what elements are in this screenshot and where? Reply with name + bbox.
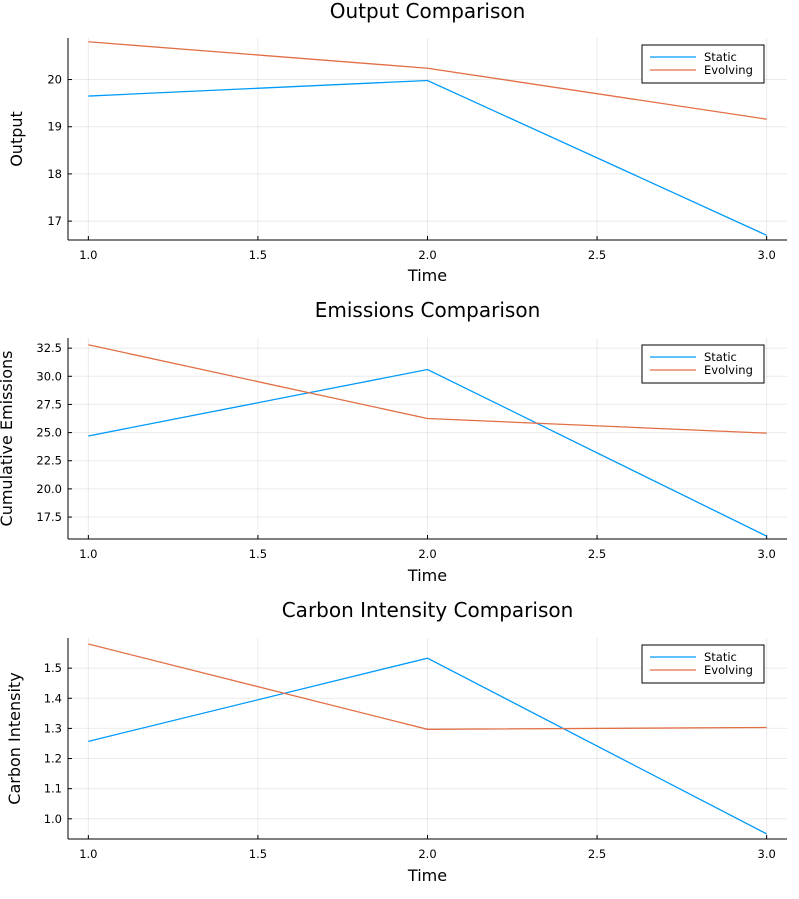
y-tick-label: 18 [47, 167, 62, 181]
x-tick-label: 2.0 [418, 847, 436, 861]
series-line-static [88, 368, 767, 537]
chart-title: Emissions Comparison [315, 298, 541, 322]
y-tick-label: 19 [47, 120, 62, 134]
legend-box [641, 344, 765, 384]
y-tick-label: 1.5 [44, 661, 62, 675]
x-tick-label: 2.5 [588, 847, 606, 861]
x-tick-label: 2.5 [588, 547, 606, 561]
chart-title: Output Comparison [330, 0, 526, 23]
x-tick-label: 3.0 [758, 248, 776, 262]
x-tick-label: 1.0 [79, 847, 97, 861]
series-line-static [88, 79, 767, 236]
legend-label: Static [704, 650, 737, 664]
x-axis-label: Time [407, 566, 447, 585]
x-tick-label: 2.0 [418, 547, 436, 561]
y-tick-label: 1.1 [44, 782, 62, 796]
y-tick-label: 32.5 [36, 341, 62, 355]
series-line-evolving [88, 344, 767, 434]
x-axis-label: Time [407, 266, 447, 285]
chart-panel-1: 1.0 1.5 2.0 2.5 3.0 17 18 19 20 Output Comparison… [7, 0, 787, 285]
y-tick-label: 20.0 [36, 482, 62, 496]
y-axis-label: Carbon Intensity [5, 672, 24, 804]
legend-label: Static [704, 350, 737, 364]
legend-box [641, 644, 765, 684]
legend-label: Evolving [704, 63, 753, 77]
x-tick-label: 1.5 [249, 248, 267, 262]
x-axis-label: Time [407, 866, 447, 885]
x-tick-label: 2.0 [418, 248, 436, 262]
chart-panel-3: 1.0 1.5 2.0 2.5 3.0 1.0 1.1 1.2 1.3 1.4 1.5 Carbon … [5, 598, 787, 885]
y-tick-label: 1.2 [44, 752, 62, 766]
y-tick-label: 1.0 [44, 812, 62, 826]
x-tick-label: 1.0 [79, 547, 97, 561]
x-tick-label: 3.0 [758, 547, 776, 561]
chart-title: Carbon Intensity Comparison [282, 598, 574, 622]
series-line-evolving [88, 41, 767, 120]
y-tick-label: 17.5 [36, 510, 62, 524]
series-line-static [88, 657, 767, 835]
x-tick-label: 3.0 [758, 847, 776, 861]
y-tick-label: 30.0 [36, 369, 62, 383]
series-line-evolving [88, 643, 767, 730]
x-tick-label: 2.5 [588, 248, 606, 262]
y-tick-label: 22.5 [36, 454, 62, 468]
legend-label: Static [704, 50, 737, 64]
y-axis-label: Cumulative Emissions [0, 351, 16, 527]
y-tick-label: 1.3 [44, 721, 62, 735]
x-tick-label: 1.5 [249, 547, 267, 561]
y-tick-label: 20 [47, 73, 62, 87]
legend-box [641, 44, 765, 84]
x-tick-label: 1.5 [249, 847, 267, 861]
y-tick-label: 17 [47, 214, 62, 228]
x-tick-label: 1.0 [79, 248, 97, 262]
chart-panel-2: 1.0 1.5 2.0 2.5 3.0 17.5 20.0 22.5 25.0 27.5 30.0 3… [0, 298, 787, 585]
y-tick-label: 25.0 [36, 426, 62, 440]
legend-label: Evolving [704, 363, 753, 377]
legend-label: Evolving [704, 663, 753, 677]
y-tick-label: 27.5 [36, 397, 62, 411]
y-axis-label: Output [7, 111, 26, 167]
y-tick-label: 1.4 [44, 691, 62, 705]
